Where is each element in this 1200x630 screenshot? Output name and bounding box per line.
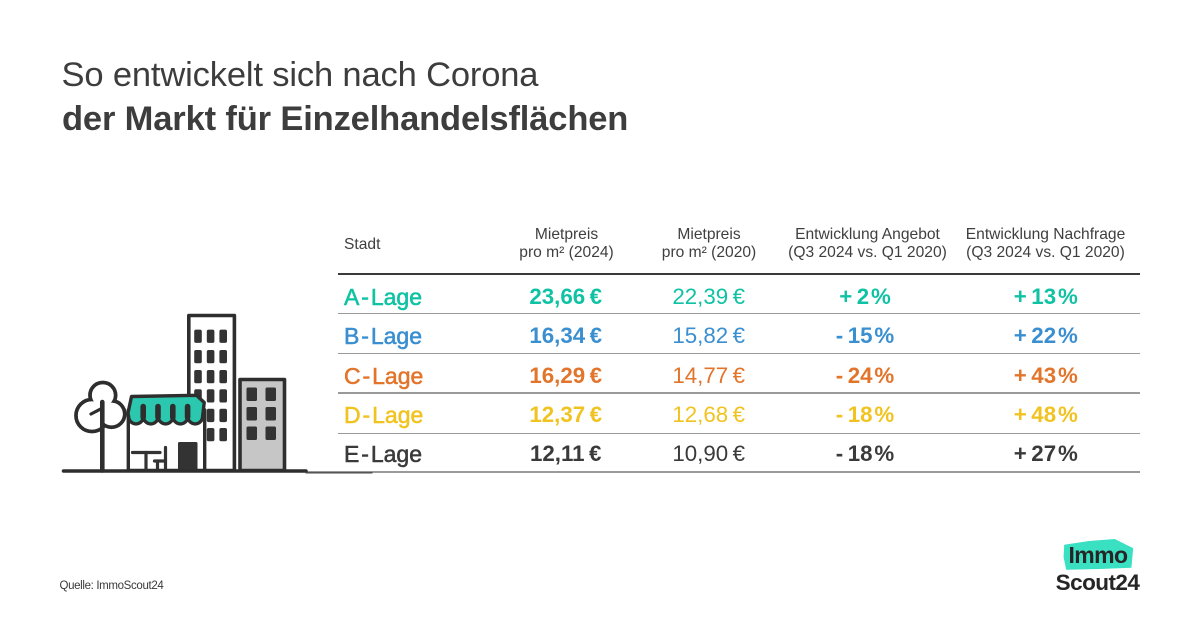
svg-text:Immo: Immo: [1069, 542, 1128, 568]
svg-text:Scout24: Scout24: [1056, 570, 1141, 595]
